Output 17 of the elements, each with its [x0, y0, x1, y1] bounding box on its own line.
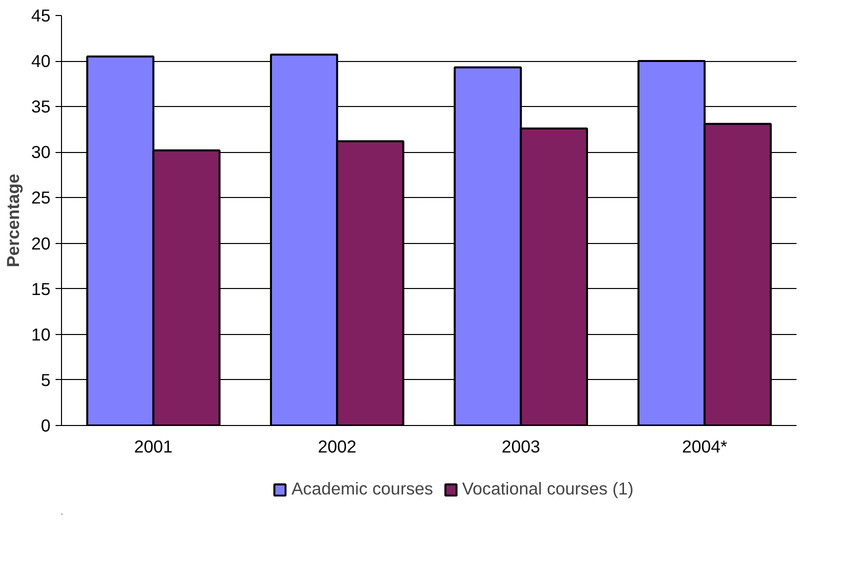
- y-tick-label: 5: [40, 370, 51, 390]
- x-tick-label: 2004*: [682, 436, 728, 456]
- y-axis-title: Percentage: [3, 173, 24, 268]
- y-tick-label: 15: [31, 278, 51, 299]
- x-tick-label: 2001: [134, 436, 173, 456]
- y-tick-label: 30: [31, 142, 51, 162]
- legend-label: Academic courses: [291, 478, 434, 500]
- y-tick-label: 25: [31, 188, 51, 208]
- y-tick-label: 10: [31, 324, 51, 344]
- y-tick-label: 40: [31, 51, 51, 72]
- legend-label: Vocational courses (1): [462, 478, 634, 500]
- x-tick-label: 2002: [318, 436, 356, 456]
- y-tick-label: 0: [40, 416, 51, 436]
- y-tick-label: 35: [31, 96, 51, 117]
- y-tick-label: 45: [31, 6, 51, 26]
- x-tick-label: 2003: [502, 436, 540, 456]
- y-tick-label: 20: [31, 233, 51, 254]
